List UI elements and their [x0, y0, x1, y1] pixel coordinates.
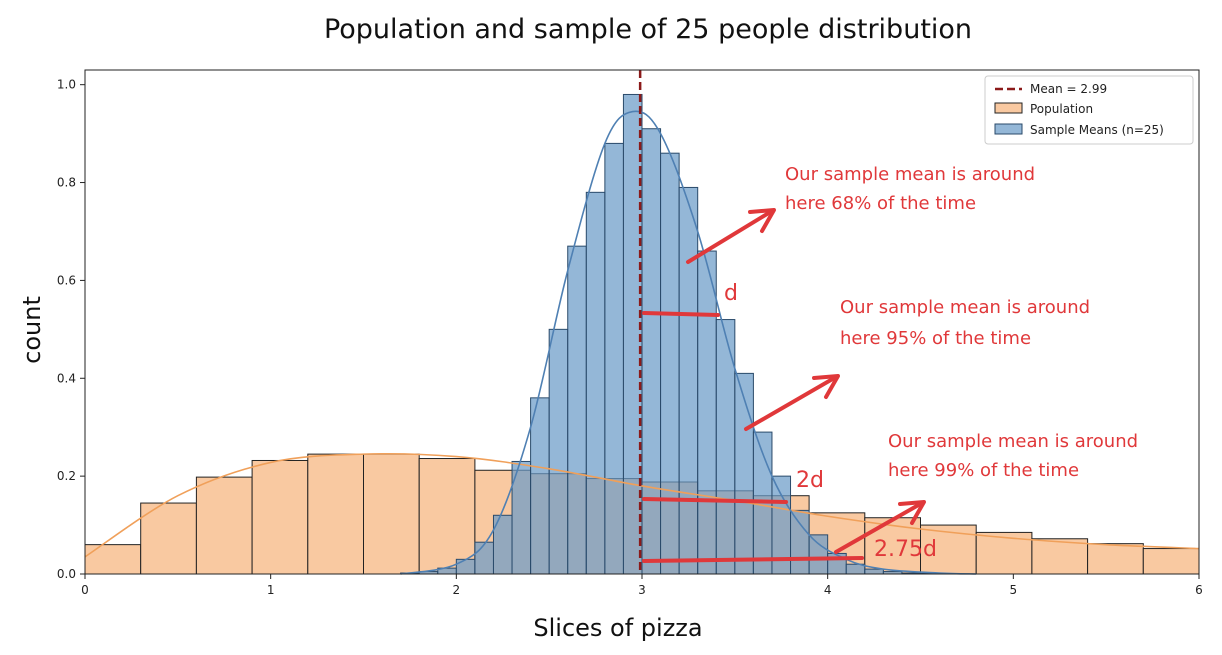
sample-bar-16 — [697, 250, 717, 575]
y-tick-label-4: 0.8 — [57, 176, 76, 190]
annotation-2-75d: 2.75d — [874, 537, 937, 562]
x-tick-label-2: 2 — [453, 583, 461, 597]
bracket-2-75d — [642, 556, 864, 563]
y-axis-title: count — [18, 296, 46, 364]
sample-bar-21 — [790, 509, 810, 575]
annotation-d: d — [724, 281, 738, 306]
population-bar-3 — [251, 459, 309, 575]
x-tick-label-3: 3 — [638, 583, 646, 597]
population-bar-1 — [140, 502, 197, 575]
y-tick-label-1: 0.2 — [57, 469, 76, 483]
population-bar-6 — [418, 458, 476, 575]
legend-population-swatch — [994, 102, 1023, 114]
legend-sample-swatch — [994, 123, 1023, 135]
annotation-2d: 2d — [796, 468, 824, 493]
legend-label-population: Population — [1030, 102, 1093, 116]
y-tick-label-3: 0.6 — [57, 273, 76, 287]
legend-label-mean: Mean = 2.99 — [1030, 82, 1107, 96]
sample-bar-25 — [864, 568, 884, 575]
sample-bar-11 — [604, 142, 624, 575]
y-tick-label-0: 0.0 — [57, 567, 76, 581]
population-bar-17 — [1031, 538, 1089, 575]
population-bar-19 — [1142, 548, 1200, 575]
annotation-95-line1: Our sample mean is around — [840, 297, 1090, 318]
x-tick-label-6: 6 — [1195, 583, 1203, 597]
y-tick-label-2: 0.4 — [57, 371, 76, 385]
population-bar-0 — [84, 544, 142, 575]
population-kde-line — [84, 452, 1200, 558]
annotation-95-line2: here 95% of the time — [840, 328, 1031, 349]
sample-bar-22 — [808, 534, 829, 575]
annotations: Our sample mean is around here 68% of th… — [642, 164, 1138, 563]
bracket-d — [642, 311, 720, 317]
sample-bar-18 — [734, 372, 754, 575]
sample-bar-15 — [678, 186, 699, 575]
legend: Mean = 2.99 Population Sample Means (n=2… — [984, 75, 1194, 145]
sample-bar-13 — [641, 128, 662, 575]
sample-bar-9 — [567, 245, 587, 575]
x-tick-label-5: 5 — [1010, 583, 1018, 597]
y-axis-ticks: 0.0 0.2 0.4 0.6 0.8 1.0 — [57, 78, 85, 581]
sample-bar-14 — [660, 152, 680, 575]
sample-bar-7 — [530, 397, 550, 575]
population-bar-4 — [307, 453, 364, 575]
arrow-95 — [744, 374, 840, 431]
x-axis-title: Slices of pizza — [533, 614, 702, 642]
x-axis-ticks: 0 1 2 3 4 5 6 — [81, 574, 1203, 597]
legend-label-sample: Sample Means (n=25) — [1030, 123, 1164, 137]
bracket-2d — [642, 497, 788, 504]
annotation-68-line2: here 68% of the time — [785, 193, 976, 214]
chart-title: Population and sample of 25 people distr… — [324, 14, 972, 45]
legend-box — [984, 75, 1194, 145]
sample-bar-8 — [548, 328, 569, 575]
arrow-99 — [834, 500, 926, 554]
y-tick-label-5: 1.0 — [57, 78, 76, 92]
sample-bar-3 — [455, 558, 476, 575]
population-bars — [84, 453, 1200, 575]
sample-bar-10 — [585, 191, 606, 575]
annotation-68-line1: Our sample mean is around — [785, 164, 1035, 185]
x-tick-label-4: 4 — [824, 583, 832, 597]
annotation-99-line2: here 99% of the time — [888, 460, 1079, 481]
x-tick-label-0: 0 — [81, 583, 89, 597]
arrow-68 — [686, 208, 776, 264]
sample-bar-4 — [474, 541, 494, 575]
population-bar-18 — [1087, 543, 1144, 575]
population-bar-2 — [195, 476, 253, 575]
annotation-99-line1: Our sample mean is around — [888, 431, 1138, 452]
x-tick-label-1: 1 — [267, 583, 275, 597]
population-bar-5 — [363, 453, 420, 575]
